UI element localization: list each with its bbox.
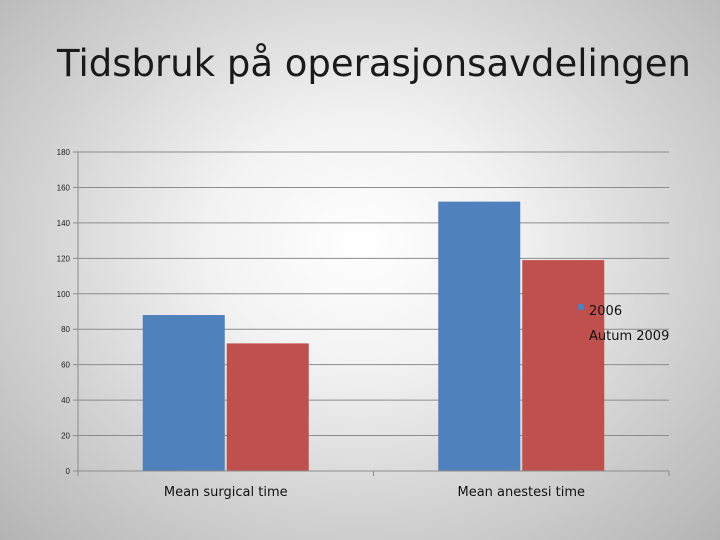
y-tick-label: 0 [66, 467, 71, 476]
x-category-label: Mean surgical time [164, 485, 288, 500]
legend-swatch [578, 304, 584, 310]
bar [142, 315, 225, 471]
bar [226, 343, 309, 471]
x-category-label: Mean anestesi time [457, 485, 585, 500]
y-tick-label: 120 [57, 254, 71, 263]
legend: 2006 Autum 2009 [578, 304, 669, 344]
chart-title: Tidsbruk på operasjonsavdelingen [57, 42, 691, 85]
y-tick-label: 180 [57, 148, 71, 157]
bar [522, 260, 605, 471]
y-tick-label: 40 [61, 396, 70, 405]
legend-swatch [578, 329, 584, 335]
x-axis: Mean surgical time Mean anestesi time [77, 470, 670, 500]
bars [142, 201, 605, 471]
y-tick-label: 60 [61, 361, 70, 370]
legend-label: 2006 [589, 304, 622, 319]
bar [438, 201, 521, 471]
y-tick-label: 20 [61, 432, 70, 441]
y-tick-label: 140 [57, 219, 71, 228]
y-tick-label: 80 [61, 325, 70, 334]
y-axis: 0 20 40 60 80 100 120 140 160 180 [57, 148, 79, 476]
y-tick-label: 160 [57, 183, 71, 192]
y-tick-label: 100 [57, 290, 71, 299]
legend-label: Autum 2009 [589, 329, 669, 344]
